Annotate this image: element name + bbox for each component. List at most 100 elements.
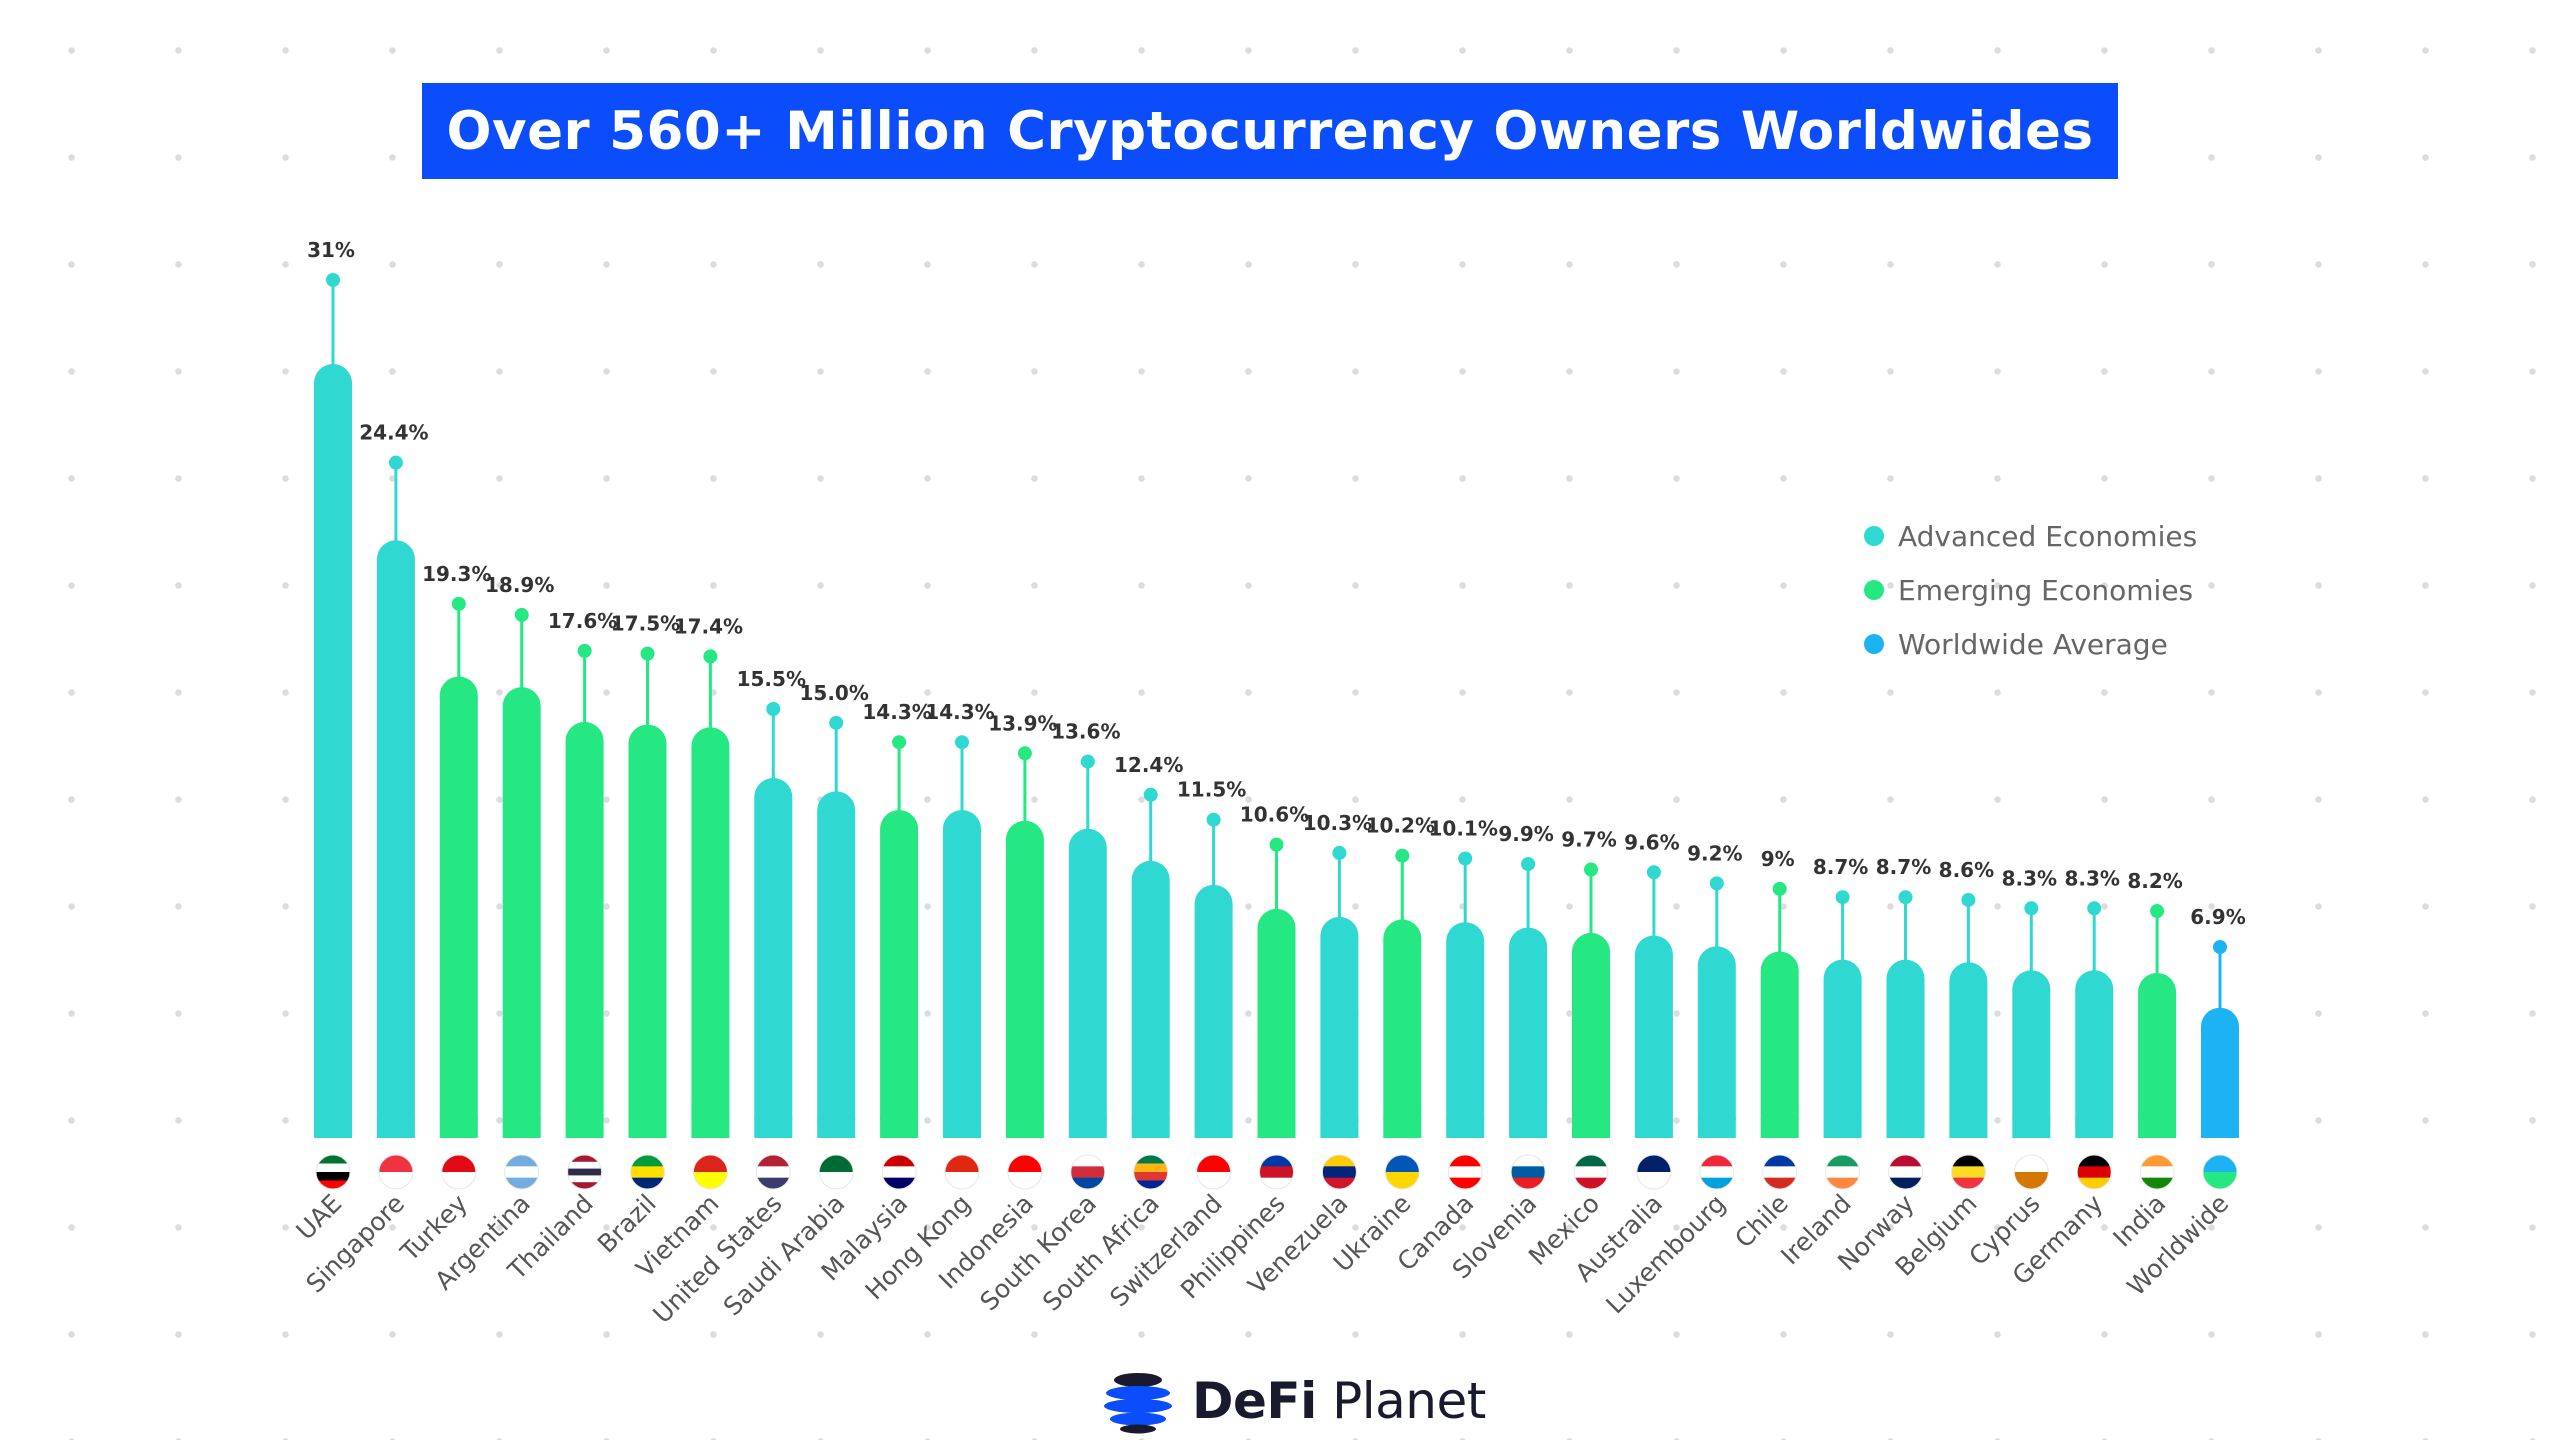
value-dot-uae	[326, 273, 340, 287]
value-label-philippines: 10.6%	[1240, 803, 1309, 827]
bar-argentina	[502, 687, 541, 1138]
switzerland-flag-icon	[1196, 1154, 1232, 1190]
bar-chile	[1760, 951, 1799, 1138]
bar-base-canada	[1446, 1118, 1485, 1138]
value-label-saudi-arabia: 15.0%	[800, 681, 869, 705]
germany-flag-icon	[2076, 1154, 2112, 1190]
bar-ireland	[1823, 959, 1862, 1138]
value-label-canada: 10.1%	[1429, 816, 1498, 840]
value-dot-venezuela	[1332, 845, 1347, 860]
bar-worldwide	[2201, 1007, 2239, 1138]
value-dot-cyprus	[2024, 901, 2039, 916]
bar-united-states	[754, 778, 793, 1138]
value-dot-canada	[1458, 851, 1473, 866]
value-dot-thailand	[577, 643, 592, 658]
x-tick-labels: UAESingaporeTurkeyArgentinaThailandBrazi…	[291, 1189, 2235, 1329]
bar-base-saudi-arabia	[817, 1118, 856, 1138]
value-label-turkey: 19.3%	[422, 562, 491, 586]
indonesia-flag-icon	[1007, 1154, 1043, 1190]
value-dot-ireland	[1835, 890, 1850, 905]
bar-south-korea	[1068, 828, 1107, 1138]
value-label-vietnam: 17.4%	[674, 614, 743, 638]
bar-base-cyprus	[2012, 1118, 2051, 1138]
value-label-uae: 31%	[307, 238, 355, 262]
value-dot-india	[2150, 904, 2165, 919]
bar-cyprus	[2012, 970, 2051, 1138]
bar-mexico	[1572, 932, 1610, 1138]
south-korea-flag-icon	[1070, 1154, 1106, 1190]
bar-australia	[1634, 935, 1673, 1138]
value-dot-malaysia	[892, 735, 907, 750]
value-dot-south-africa	[1143, 787, 1158, 802]
bar-saudi-arabia	[817, 791, 856, 1138]
value-dot-switzerland	[1206, 812, 1221, 827]
bar-venezuela	[1320, 916, 1359, 1138]
brazil-flag-icon	[630, 1154, 665, 1190]
value-dot-ukraine	[1395, 848, 1410, 863]
value-label-south-africa: 12.4%	[1114, 753, 1183, 777]
legend-swatch-emerging-economies	[1864, 580, 1884, 600]
bar-base-thailand	[565, 1118, 604, 1138]
bar-base-slovenia	[1509, 1118, 1548, 1138]
bar-base-ireland	[1823, 1118, 1862, 1138]
argentina-flag-icon	[504, 1154, 540, 1190]
bar-germany	[2075, 970, 2114, 1138]
legend-label-emerging-economies: Emerging Economies	[1898, 574, 2193, 607]
bar-base-chile	[1760, 1118, 1799, 1138]
bar-base-south-korea	[1068, 1118, 1107, 1138]
value-dot-vietnam	[703, 649, 718, 664]
bar-singapore	[376, 540, 415, 1138]
bars-layer: 31% 24.4% 19.3%18.9% 17.6%17.5%17.4% 15.5%15…	[307, 238, 2246, 1138]
bar-base-switzerland	[1194, 1118, 1233, 1138]
bar-luxembourg	[1697, 946, 1736, 1138]
bar-slovenia	[1509, 927, 1548, 1138]
value-label-brazil: 17.5%	[611, 612, 680, 636]
chile-flag-icon	[1762, 1154, 1798, 1190]
hong-kong-flag-icon	[944, 1154, 980, 1190]
value-label-switzerland: 11.5%	[1177, 778, 1246, 802]
bar-base-venezuela	[1320, 1118, 1359, 1138]
value-label-malaysia: 14.3%	[862, 700, 931, 724]
value-label-hong-kong: 14.3%	[925, 700, 994, 724]
value-label-australia: 9.6%	[1624, 830, 1679, 854]
value-label-united-states: 15.5%	[737, 667, 806, 691]
bar-base-turkey	[439, 1118, 478, 1138]
thailand-flag-icon	[567, 1154, 603, 1190]
bar-malaysia	[880, 810, 919, 1138]
value-dot-brazil	[640, 646, 655, 661]
value-label-germany: 8.3%	[2064, 866, 2119, 890]
bar-base-south-africa	[1131, 1118, 1170, 1138]
value-label-luxembourg: 9.2%	[1687, 841, 1742, 865]
bar-south-africa	[1131, 860, 1170, 1138]
bar-base-hong-kong	[943, 1118, 981, 1138]
bar-indonesia	[1005, 820, 1044, 1138]
bar-vietnam	[691, 727, 730, 1138]
value-dot-slovenia	[1521, 856, 1536, 871]
value-dot-mexico	[1584, 862, 1598, 877]
philippines-flag-icon	[1259, 1154, 1294, 1190]
value-label-venezuela: 10.3%	[1303, 811, 1372, 835]
norway-flag-icon	[1888, 1154, 1923, 1190]
bar-base-philippines	[1257, 1118, 1296, 1138]
value-label-singapore: 24.4%	[359, 421, 428, 445]
bar-base-united-states	[754, 1118, 793, 1138]
legend-label-worldwide-average: Worldwide Average	[1898, 628, 2168, 661]
vietnam-flag-icon	[692, 1154, 728, 1190]
canada-flag-icon	[1447, 1154, 1483, 1190]
saudi-arabia-flag-icon	[818, 1154, 854, 1190]
value-dot-belgium	[1961, 892, 1976, 907]
globe-swirl-logo-icon	[1104, 1373, 1172, 1434]
bar-base-worldwide	[2201, 1118, 2239, 1138]
value-label-worldwide: 6.9%	[2190, 905, 2245, 929]
belgium-flag-icon	[1950, 1154, 1986, 1190]
bar-philippines	[1257, 908, 1296, 1138]
value-dot-hong-kong	[955, 735, 969, 750]
value-label-cyprus: 8.3%	[2002, 866, 2057, 890]
value-label-south-korea: 13.6%	[1051, 720, 1120, 744]
legend-swatch-advanced-economies	[1864, 526, 1884, 546]
bar-norway	[1886, 959, 1925, 1138]
bar-belgium	[1949, 962, 1988, 1138]
value-label-chile: 9%	[1761, 847, 1795, 871]
bar-base-indonesia	[1005, 1118, 1044, 1138]
